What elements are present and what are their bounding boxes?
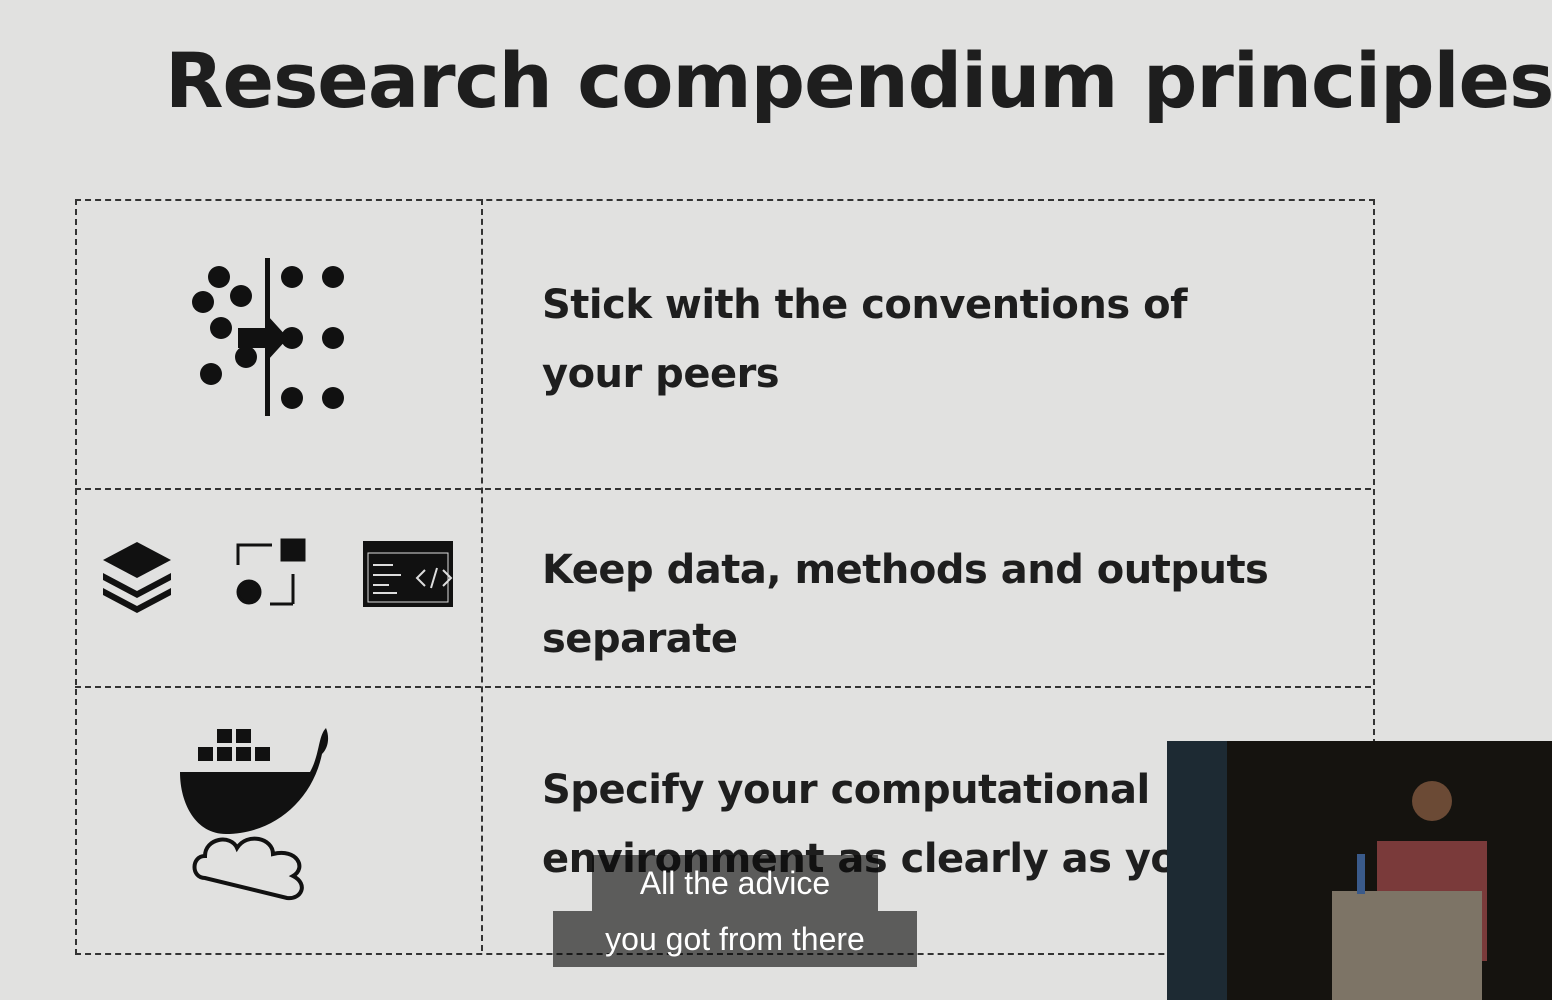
text-line: Keep data, methods and outputs	[542, 547, 1269, 593]
text-line: your peers	[542, 351, 780, 397]
code-window-icon	[363, 541, 453, 607]
caption-line: you got from there	[553, 911, 917, 967]
conventions-icon	[192, 258, 344, 416]
text-line: separate	[542, 616, 738, 662]
column-divider	[481, 199, 483, 951]
principle-text: Stick with the conventions of your peers	[542, 271, 1187, 409]
speaker-video	[1167, 741, 1552, 1000]
text-line: Specify your computational	[542, 767, 1150, 813]
row-divider	[75, 488, 1371, 490]
principle-text: Specify your computational environment a…	[542, 756, 1243, 894]
docker-icon	[180, 728, 329, 901]
row-divider	[75, 686, 1371, 688]
slide-title: Research compendium principles	[165, 36, 1552, 125]
layers-icon	[103, 542, 171, 613]
workflow-icon	[236, 538, 306, 606]
text-line: Stick with the conventions of	[542, 282, 1187, 328]
speaker-scene	[1167, 741, 1487, 1000]
principle-text: Keep data, methods and outputs separate	[542, 536, 1269, 674]
caption-line: All the advice	[592, 855, 878, 911]
